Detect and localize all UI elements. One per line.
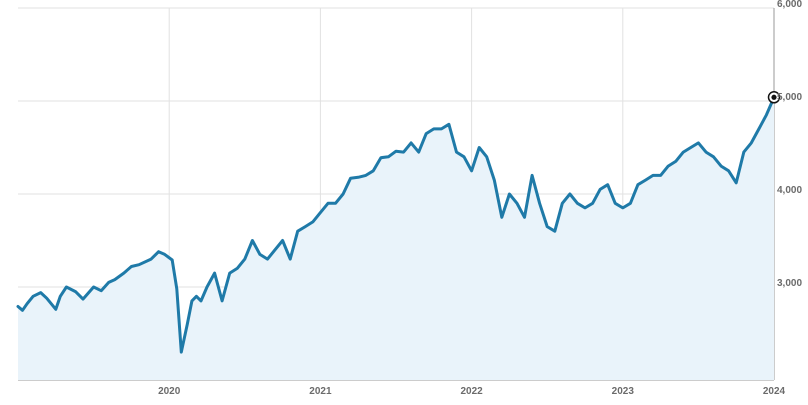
x-tick-label: 2022 xyxy=(460,386,483,397)
last-point-marker-dot xyxy=(771,94,777,100)
x-tick-label: 2024 xyxy=(763,386,786,397)
y-tick-label: 6,000 xyxy=(777,0,802,10)
x-axis-ticks: 2020 2021 2022 2023 2024 xyxy=(158,386,785,397)
x-tick-label: 2023 xyxy=(612,386,635,397)
y-axis-ticks: 3,000 4,000 5,000 6,000 xyxy=(777,0,802,289)
x-tick-label: 2021 xyxy=(309,386,332,397)
series-line xyxy=(16,95,776,354)
y-tick-label: 5,000 xyxy=(777,92,802,103)
series-area-fill xyxy=(18,97,774,381)
y-tick-label: 4,000 xyxy=(777,185,802,196)
x-tick-label: 2020 xyxy=(158,386,181,397)
y-tick-label: 3,000 xyxy=(777,278,802,289)
